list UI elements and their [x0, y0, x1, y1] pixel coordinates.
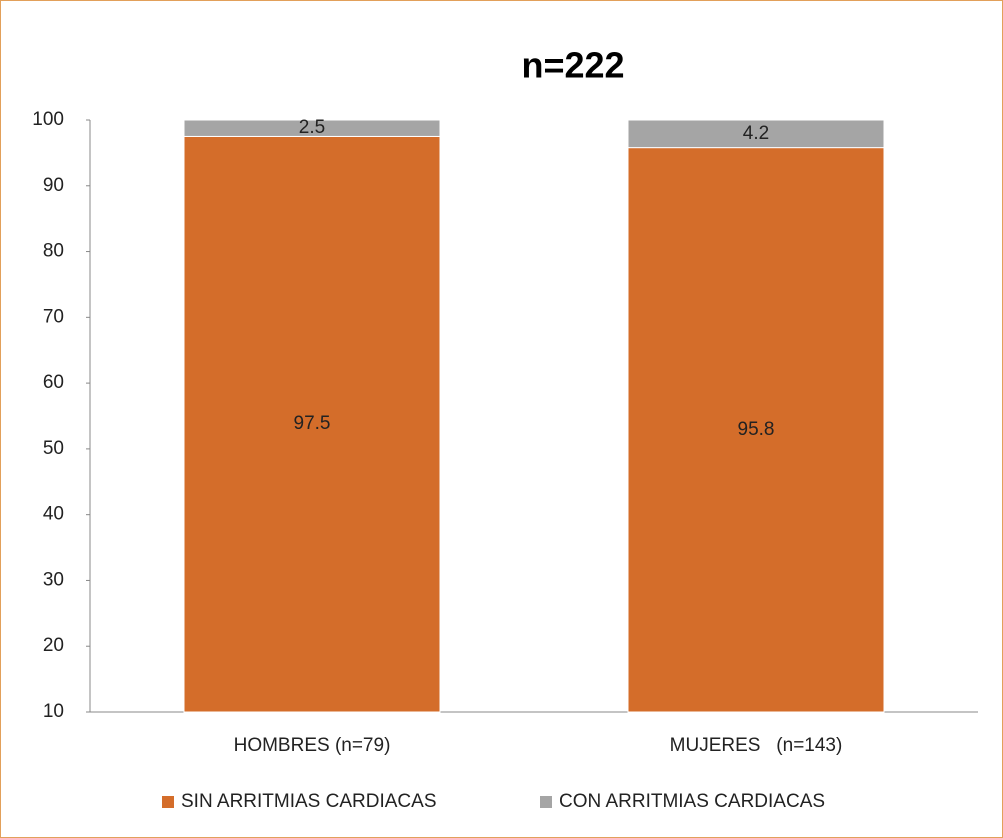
y-tick-label: 10	[43, 701, 64, 722]
bar-segment	[183, 119, 441, 137]
bar-segment	[183, 135, 441, 713]
legend-label: CON ARRITMIAS CARDIACAS	[559, 791, 825, 812]
y-tick-label: 80	[43, 241, 64, 262]
y-tick-label: 100	[32, 109, 64, 130]
data-label: 97.5	[294, 413, 331, 434]
data-label: 4.2	[743, 123, 769, 144]
legend-label: SIN ARRITMIAS CARDIACAS	[181, 791, 437, 812]
chart-title: n=222	[521, 45, 624, 86]
y-tick-label: 70	[43, 306, 64, 327]
x-tick-label: HOMBRES (n=79)	[234, 735, 391, 756]
legend-swatch	[162, 796, 174, 808]
bar-segment	[627, 147, 885, 713]
data-label: 2.5	[299, 117, 325, 138]
y-tick-label: 60	[43, 372, 64, 393]
y-tick-label: 50	[43, 438, 64, 459]
y-tick-label: 90	[43, 175, 64, 196]
bar-segment	[627, 119, 885, 149]
legend-swatch	[540, 796, 552, 808]
y-tick-label: 20	[43, 635, 64, 656]
y-tick-label: 30	[43, 569, 64, 590]
data-label: 95.8	[738, 419, 775, 440]
y-tick-label: 40	[43, 504, 64, 525]
x-tick-label: MUJERES (n=143)	[670, 735, 843, 756]
